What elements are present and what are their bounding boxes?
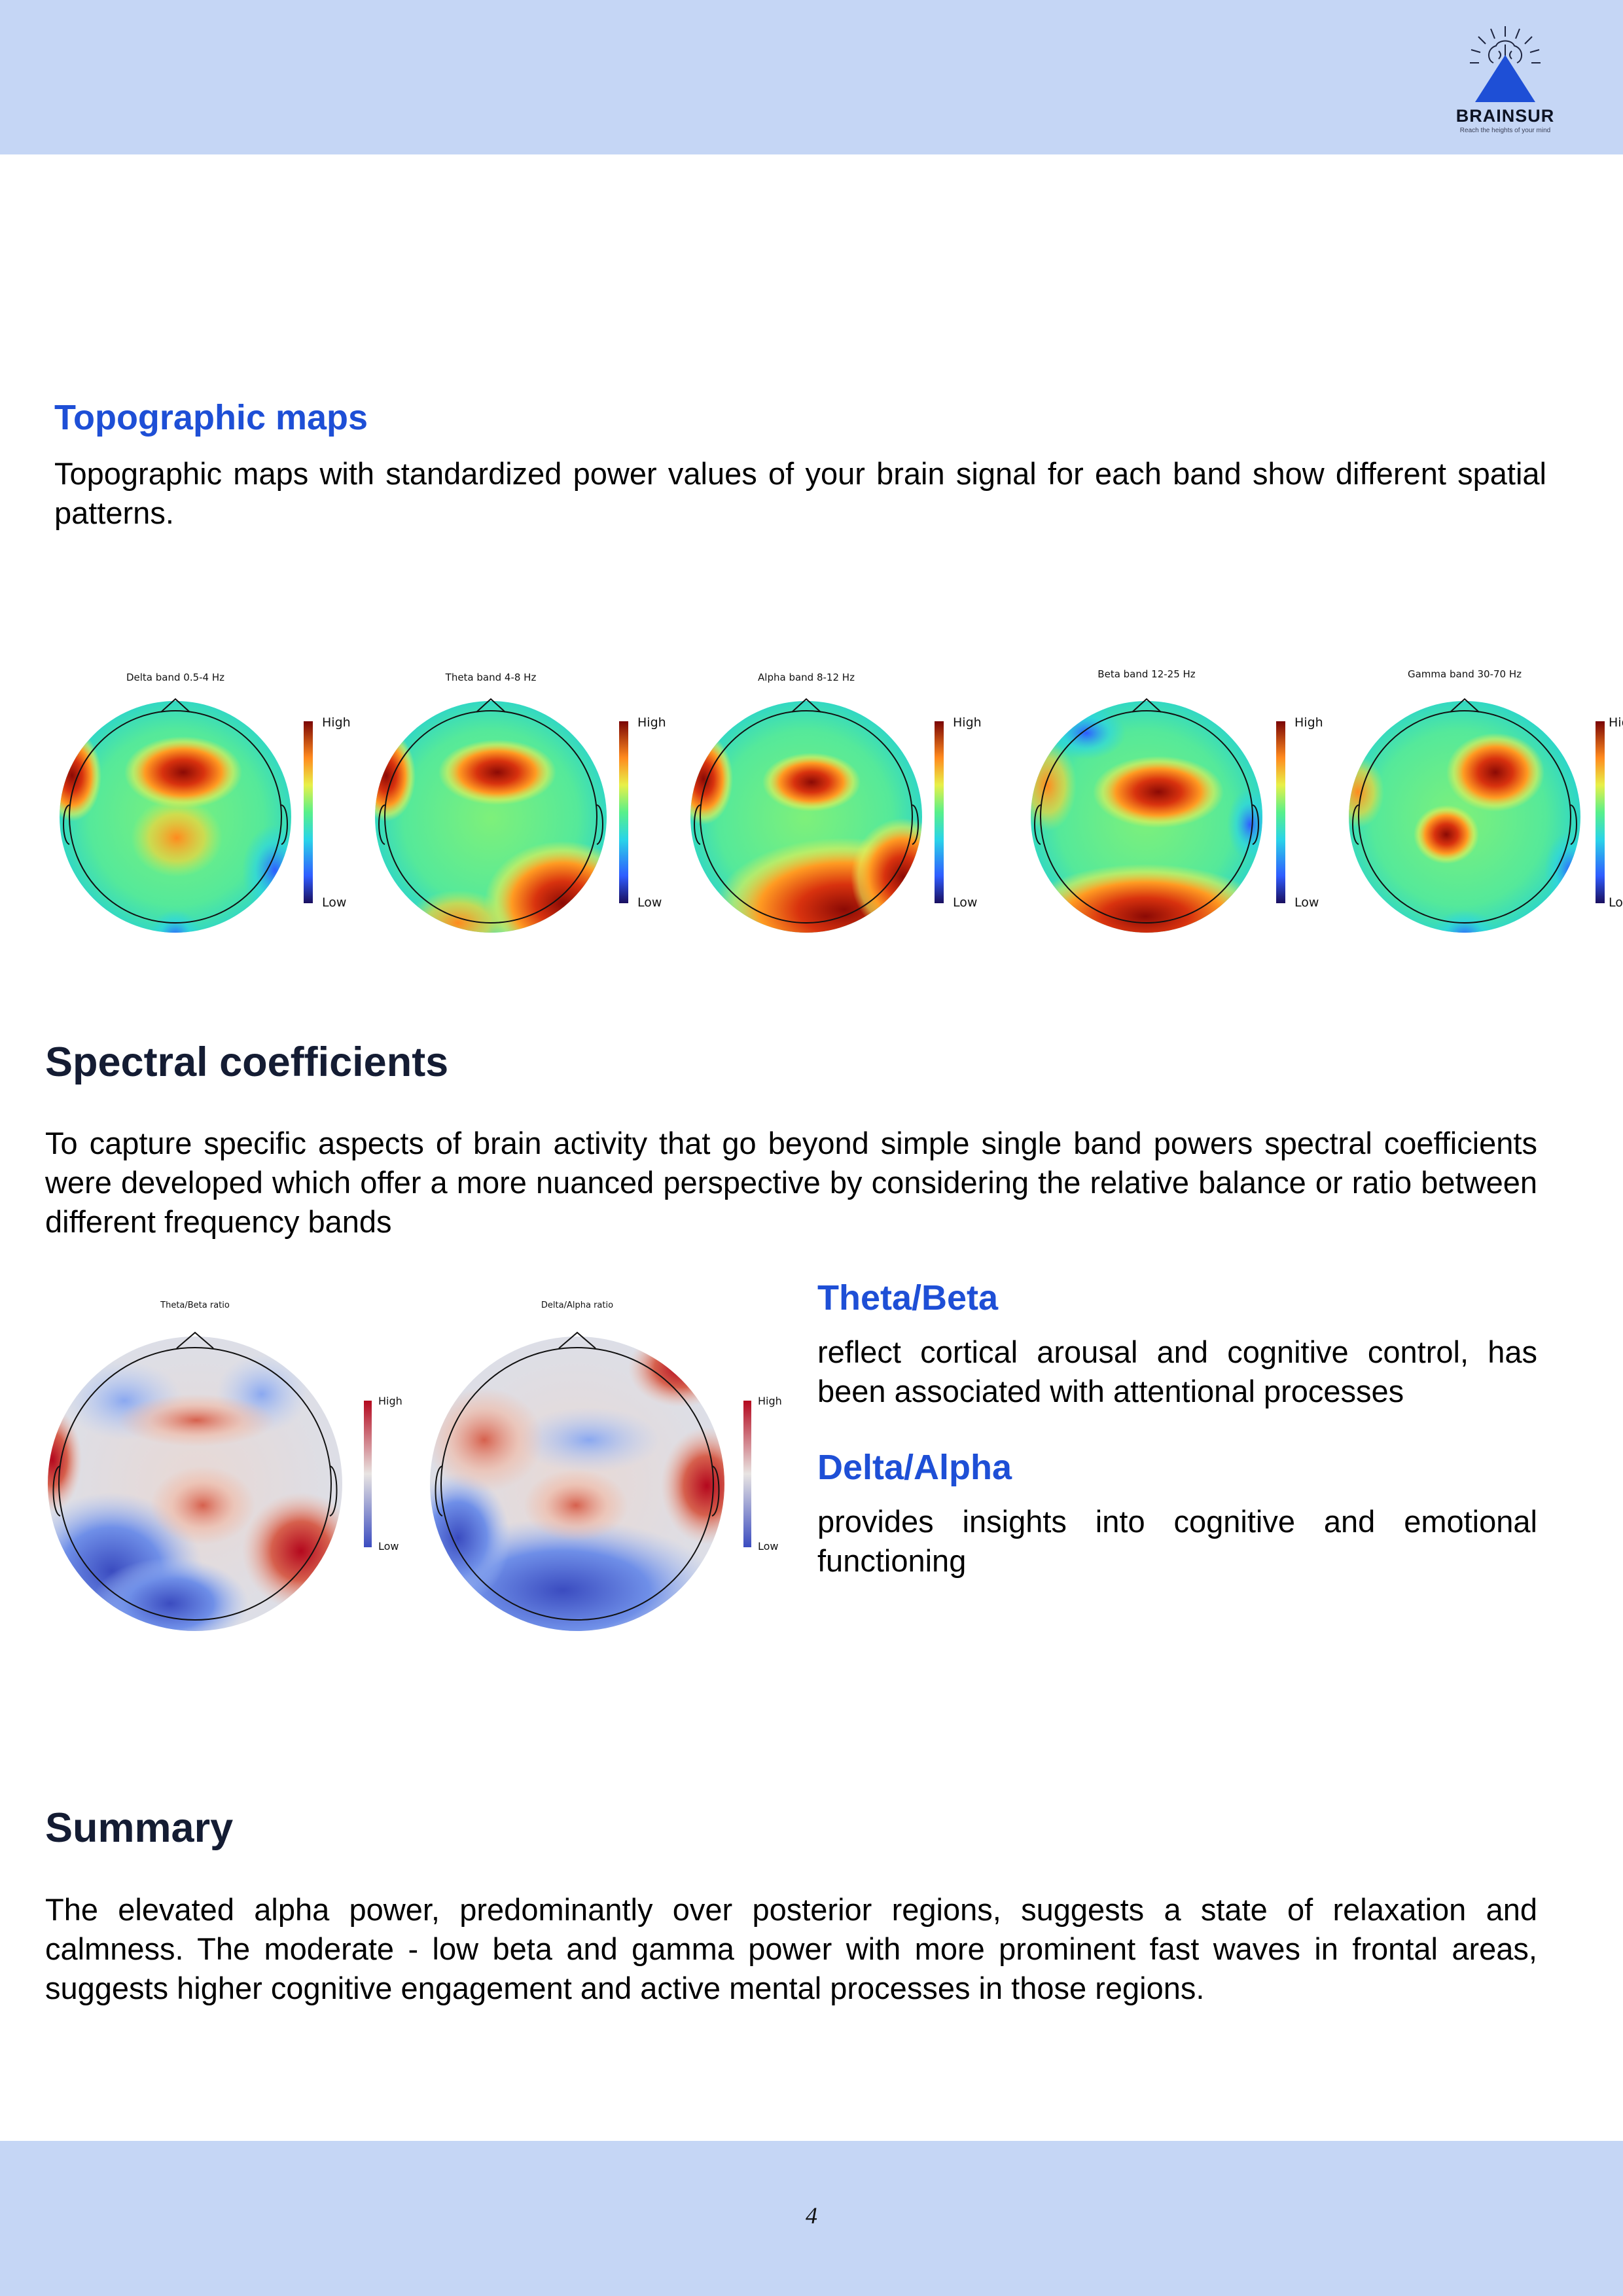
theta-colorbar-high: High bbox=[637, 715, 666, 730]
spectral-heading: Spectral coefficients bbox=[45, 1039, 449, 1085]
delta-alpha-colorbar-high: High bbox=[758, 1395, 782, 1407]
beta-colorbar-low: Low bbox=[1294, 895, 1319, 910]
beta-map-title: Beta band 12-25 Hz bbox=[1097, 668, 1196, 680]
alpha-colorbar-low: Low bbox=[953, 895, 977, 910]
summary-text: The elevated alpha power, predominantly … bbox=[45, 1892, 1537, 2005]
theta-beta-map-title: Theta/Beta ratio bbox=[160, 1300, 230, 1310]
gamma-colorbar-low: Low bbox=[1609, 895, 1623, 910]
theta-beta-description: reflect cortical arousal and cognitive c… bbox=[817, 1335, 1537, 1408]
theta-beta-colorbar-low: Low bbox=[378, 1540, 399, 1552]
theta-beta-colorbar-high: High bbox=[378, 1395, 402, 1407]
topographic-heading: Topographic maps bbox=[54, 398, 368, 437]
theta-map-title: Theta band 4-8 Hz bbox=[445, 672, 537, 683]
page-footer bbox=[0, 2141, 1623, 2296]
beta-topomap: Beta band 12-25 Hz High Low bbox=[1031, 668, 1323, 933]
delta-alpha-description: provides insights into cognitive and emo… bbox=[817, 1504, 1537, 1578]
delta-map-title: Delta band 0.5-4 Hz bbox=[126, 672, 224, 683]
logo-mountain-icon bbox=[1470, 26, 1541, 102]
spectral-description: To capture specific aspects of brain act… bbox=[45, 1126, 1537, 1239]
delta-alpha-heading: Delta/Alpha bbox=[817, 1448, 1012, 1487]
delta-topomap: Delta band 0.5-4 Hz High Low bbox=[60, 672, 351, 933]
page-header: BRAINSUR Reach the heights of your mind bbox=[0, 0, 1623, 154]
logo-tagline: Reach the heights of your mind bbox=[1459, 127, 1551, 134]
delta-alpha-colorbar-low: Low bbox=[758, 1540, 779, 1552]
theta-colorbar-low: Low bbox=[637, 895, 662, 910]
gamma-topomap: Gamma band 30-70 Hz High Low bbox=[1349, 668, 1623, 933]
ratio-maps: Theta/Beta ratio High Low Delta/Alpha ra… bbox=[48, 1300, 782, 1631]
page-number: 4 bbox=[806, 2202, 817, 2229]
alpha-map-title: Alpha band 8-12 Hz bbox=[758, 672, 855, 683]
brainsur-logo: BRAINSUR Reach the heights of your mind bbox=[1437, 22, 1573, 140]
beta-colorbar-high: High bbox=[1294, 715, 1323, 730]
delta-alpha-map-title: Delta/Alpha ratio bbox=[541, 1300, 613, 1310]
gamma-map-title: Gamma band 30-70 Hz bbox=[1408, 668, 1522, 680]
logo-wordmark: BRAINSUR bbox=[1455, 106, 1555, 126]
delta-colorbar-low: Low bbox=[322, 895, 346, 910]
delta-alpha-topomap: Delta/Alpha ratio High Low bbox=[430, 1300, 782, 1631]
theta-topomap: Theta band 4-8 Hz High Low bbox=[375, 672, 666, 933]
theta-beta-topomap: Theta/Beta ratio High Low bbox=[48, 1300, 402, 1631]
summary-heading: Summary bbox=[45, 1805, 234, 1851]
gamma-colorbar-high: High bbox=[1609, 715, 1623, 730]
topographic-description: Topographic maps with standardized power… bbox=[54, 456, 1546, 530]
alpha-colorbar-high: High bbox=[953, 715, 982, 730]
theta-beta-heading: Theta/Beta bbox=[817, 1278, 999, 1318]
alpha-topomap: Alpha band 8-12 Hz High Low bbox=[690, 672, 982, 933]
topographic-maps-row: Delta band 0.5-4 Hz High Low Theta band … bbox=[60, 668, 1623, 933]
delta-colorbar-high: High bbox=[322, 715, 351, 730]
